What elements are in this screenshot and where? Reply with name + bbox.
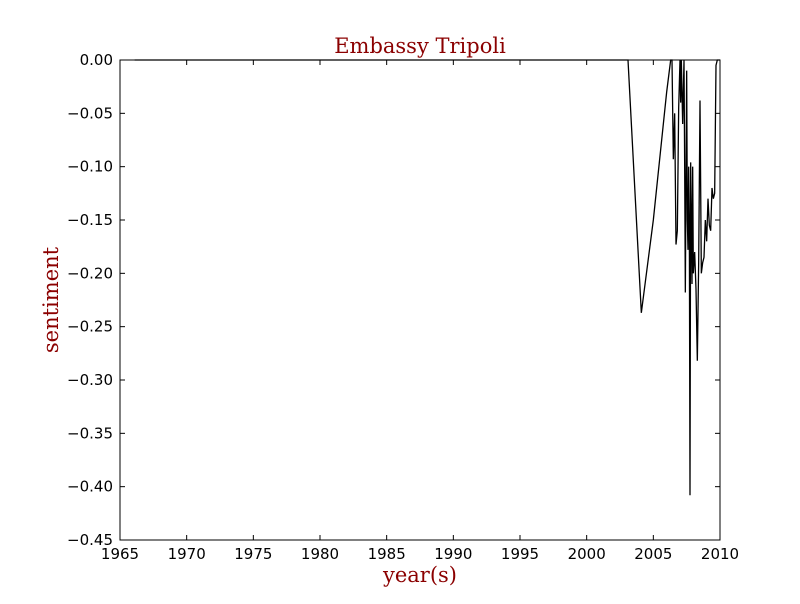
tick-labels: 1965 1970 1975 1980 1985 1990 1995 2000 2005 2010…	[67, 51, 739, 563]
x-tick-label: 1985	[368, 545, 406, 563]
x-tick-label: 1995	[501, 545, 539, 563]
y-tick-label: −0.05	[67, 104, 113, 122]
y-tick-label: −0.15	[67, 211, 113, 229]
series-layer	[134, 59, 720, 496]
x-tick-label: 1975	[234, 545, 272, 563]
x-tick-label: 1965	[101, 545, 139, 563]
x-tick-label: 2010	[701, 545, 739, 563]
axis-ticks	[119, 59, 721, 541]
x-tick-label: 2005	[634, 545, 672, 563]
y-tick-label: −0.45	[67, 531, 113, 549]
y-tick-label: 0.00	[80, 51, 113, 69]
x-tick-label: 1970	[168, 545, 206, 563]
plot-area-frame	[119, 59, 721, 541]
y-tick-label: −0.25	[67, 318, 113, 336]
x-tick-label: 1980	[301, 545, 339, 563]
y-tick-label: −0.10	[67, 158, 113, 176]
y-tick-label: −0.35	[67, 424, 113, 442]
y-tick-label: −0.40	[67, 478, 113, 496]
chart-title: Embassy Tripoli	[334, 34, 506, 58]
y-tick-label: −0.20	[67, 264, 113, 282]
x-tick-label: 2000	[568, 545, 606, 563]
y-tick-label: −0.30	[67, 371, 113, 389]
x-axis-label: year(s)	[382, 563, 457, 587]
x-tick-label: 1990	[434, 545, 472, 563]
sentiment-series-line	[134, 59, 720, 496]
y-axis-label: sentiment	[39, 246, 63, 353]
